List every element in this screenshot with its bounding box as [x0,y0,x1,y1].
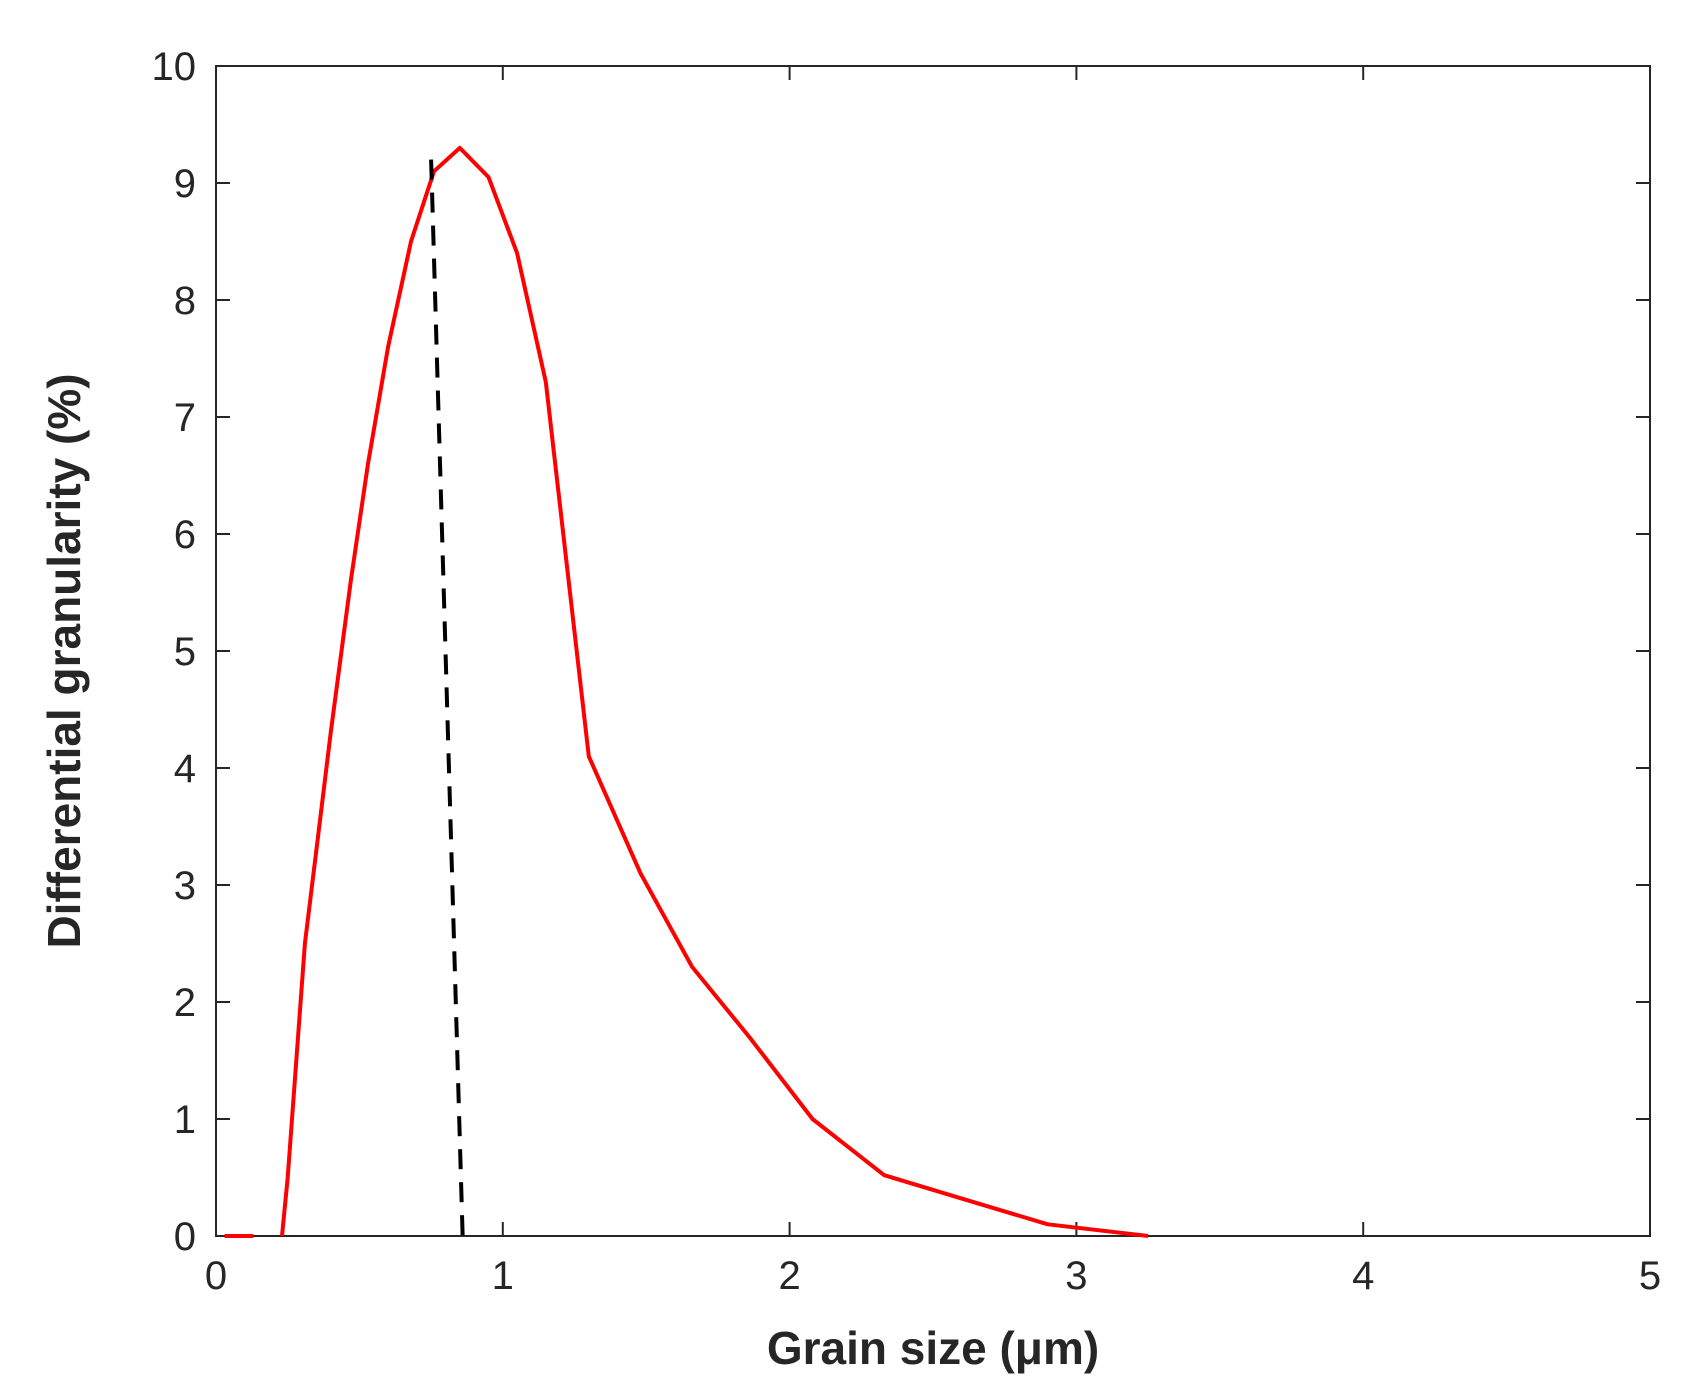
x-tick-label-2: 2 [778,1254,800,1298]
y-tick-label-2: 2 [174,981,196,1025]
y-tick-label-10: 10 [152,45,197,89]
y-tick-label-9: 9 [174,162,196,206]
y-tick-label-7: 7 [174,396,196,440]
y-tick-label-4: 4 [174,747,196,791]
axis-ticks [215,65,1651,1237]
y-tick-label-1: 1 [174,1098,196,1142]
y-axis-title: Differential granularity (%) [38,373,90,948]
x-axis-title: Grain size (μm) [767,1322,1099,1374]
plot-area [215,65,1651,1237]
y-tick-label-8: 8 [174,279,196,323]
y-tick-label-6: 6 [174,513,196,557]
x-tick-label-1: 1 [492,1254,514,1298]
y-tick-label-3: 3 [174,864,196,908]
axis-tick-labels: 0 1 2 3 4 5 0 1 2 3 4 5 6 7 8 9 10 [152,45,1662,1298]
series-0-segment-1 [280,145,1149,1238]
series-layer [224,145,1149,1238]
y-tick-label-0: 0 [174,1215,196,1259]
annotation-layer [429,159,465,1237]
x-tick-label-5: 5 [1639,1254,1661,1298]
x-tick-label-0: 0 [205,1254,227,1298]
y-tick-label-5: 5 [174,630,196,674]
x-tick-label-3: 3 [1065,1254,1087,1298]
peak-dashed-line-0 [429,159,465,1237]
x-tick-label-4: 4 [1352,1254,1374,1298]
